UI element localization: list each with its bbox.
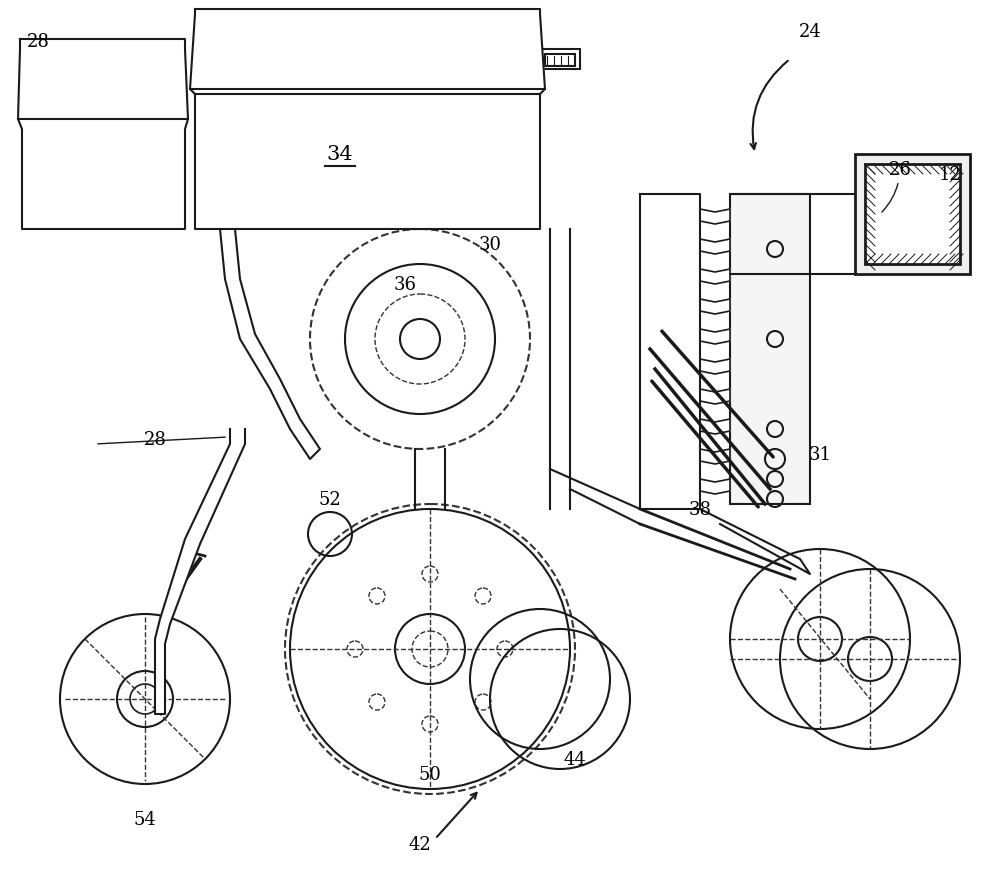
Bar bbox=[855, 155, 970, 275]
Text: 50: 50 bbox=[419, 765, 441, 783]
Polygon shape bbox=[700, 450, 730, 464]
Text: 38: 38 bbox=[688, 500, 712, 518]
Polygon shape bbox=[700, 240, 730, 255]
Polygon shape bbox=[700, 420, 730, 435]
Text: 12: 12 bbox=[939, 166, 961, 184]
Text: 30: 30 bbox=[479, 235, 502, 254]
Text: 52: 52 bbox=[319, 491, 341, 508]
Polygon shape bbox=[18, 40, 188, 230]
Bar bbox=[545, 55, 575, 67]
Text: 42: 42 bbox=[409, 835, 431, 853]
Polygon shape bbox=[700, 210, 730, 225]
Text: 24: 24 bbox=[799, 23, 821, 41]
Text: 36: 36 bbox=[394, 276, 417, 293]
Polygon shape bbox=[700, 270, 730, 284]
Polygon shape bbox=[190, 10, 545, 230]
Bar bbox=[730, 195, 810, 505]
Bar bbox=[865, 165, 960, 264]
Text: 44: 44 bbox=[564, 750, 586, 768]
Text: 54: 54 bbox=[134, 810, 156, 828]
Text: 26: 26 bbox=[882, 161, 911, 212]
Text: 31: 31 bbox=[808, 445, 832, 464]
Text: 34: 34 bbox=[327, 146, 353, 164]
Polygon shape bbox=[700, 390, 730, 405]
Polygon shape bbox=[700, 479, 730, 494]
Polygon shape bbox=[155, 429, 245, 714]
Bar bbox=[540, 50, 580, 70]
Polygon shape bbox=[640, 195, 700, 509]
Polygon shape bbox=[700, 299, 730, 314]
Text: 28: 28 bbox=[144, 430, 166, 449]
Polygon shape bbox=[700, 360, 730, 375]
Polygon shape bbox=[220, 230, 320, 459]
Text: 28: 28 bbox=[27, 33, 49, 51]
Polygon shape bbox=[700, 329, 730, 344]
